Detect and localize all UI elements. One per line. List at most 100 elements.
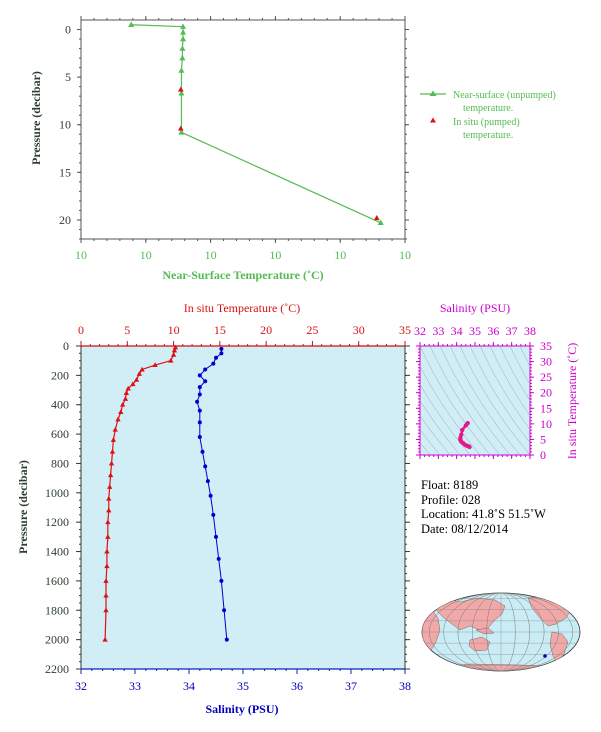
temperature-profile-point [103, 578, 109, 583]
ts-density-contours [420, 346, 530, 455]
temperature-profile-point [107, 472, 114, 478]
near-surface-series [128, 21, 384, 226]
ts-density-contour [420, 442, 431, 455]
near-surface-xlabel: Near-Surface Temperature (˚C) [162, 268, 323, 282]
ts-temperature-tick-label: 35 [540, 339, 552, 353]
temperature-tick-label: 35 [399, 323, 411, 337]
temperature-profile-point [152, 362, 158, 368]
top-ytick-label: 10 [59, 118, 71, 132]
near-surface-line [131, 24, 381, 224]
temperature-profile-point [102, 636, 108, 642]
ts-density-contour [519, 346, 530, 367]
legend-line-label-2: temperature. [463, 103, 513, 114]
ts-density-contour [449, 346, 521, 455]
ts-density-contour [420, 415, 451, 455]
temperature-profile-point [136, 371, 142, 376]
ts-density-contour [459, 346, 530, 455]
near-surface-point [178, 90, 185, 96]
temperature-profile-point [104, 563, 110, 569]
salinity-profile-point [197, 385, 202, 390]
salinity-tick-label: 37 [345, 679, 357, 693]
legend-triangle-green [429, 90, 437, 96]
temperature-profile-point [110, 437, 117, 442]
temperature-profile-point [172, 344, 179, 350]
ts-salinity-tick-label: 38 [524, 324, 536, 338]
legend-line-label: Near-surface (unpumped) [453, 90, 556, 101]
ts-density-contour [420, 346, 491, 455]
near-surface-point [180, 29, 187, 35]
salinity-profile-point [195, 399, 200, 404]
ts-temperature-tick-label: 20 [540, 386, 552, 400]
top-xtick-label: 10 [334, 248, 346, 262]
float-info: Float: 8189 Profile: 028 Location: 41.8˚… [421, 478, 546, 536]
temperature-tick-label: 5 [124, 323, 130, 337]
top-ytick-label: 0 [65, 23, 71, 37]
near-surface-point [180, 23, 187, 29]
ts-temperature-tick-label: 30 [540, 355, 552, 369]
in-situ-point [373, 215, 380, 221]
near-surface-point [179, 45, 186, 51]
pressure-tick-label: 600 [51, 427, 69, 441]
ts-density-contour [420, 365, 481, 455]
temperature-profile-point [139, 366, 145, 372]
profile-chart: 0200400600800100012001400160018002000220… [16, 301, 411, 716]
near-surface-plot-frame [80, 19, 406, 240]
pressure-tick-label: 1600 [45, 574, 69, 588]
temperature-tick-label: 25 [306, 323, 318, 337]
salinity-profile-point [205, 479, 210, 484]
near-surface-point [377, 219, 384, 226]
top-ytick-label: 15 [59, 165, 71, 179]
temperature-profile-point [107, 484, 113, 489]
temperature-profile-point [105, 534, 111, 539]
ts-density-contour [420, 429, 441, 455]
top-xtick-label: 10 [75, 248, 87, 262]
salinity-profile-point [197, 408, 202, 413]
ts-temperature-tick-label: 15 [540, 401, 552, 415]
ts-salinity-tick-label: 32 [414, 324, 426, 338]
profile-plot-background [81, 346, 405, 669]
salinity-profile-point [219, 578, 224, 583]
temperature-profile-point [109, 448, 116, 454]
ts-points [458, 421, 472, 450]
ts-point [467, 444, 472, 450]
salinity-profile-point [224, 637, 229, 642]
top-xtick-label: 10 [140, 248, 152, 262]
pressure-tick-label: 1400 [45, 545, 69, 559]
temperature-profile-point [108, 460, 115, 466]
profile-series [102, 344, 229, 642]
ts-density-contour [439, 346, 511, 455]
temperature-profile-point [118, 409, 124, 415]
temperature-profile-point [103, 592, 109, 598]
temperature-profile-point [119, 401, 126, 407]
profile-number: Profile: 028 [421, 492, 481, 507]
temperature-tick-label: 15 [214, 323, 226, 337]
temperature-profile-point [106, 495, 112, 501]
ts-salinity-tick-label: 35 [469, 324, 481, 338]
float-location: Location: 41.8˚S 51.5˚W [421, 507, 546, 521]
ts-temperature-tick-label: 5 [540, 432, 546, 446]
temperature-profile-point [104, 548, 110, 554]
legend-point-label-2: temperature. [463, 130, 513, 141]
pressure-tick-label: 1200 [45, 515, 69, 529]
profile-ylabel: Pressure (decibar) [16, 460, 30, 554]
float-location-marker [543, 654, 547, 658]
ts-density-contour [479, 346, 530, 431]
salinity-tick-label: 38 [399, 679, 411, 693]
map-meridian [429, 592, 573, 672]
ts-temperature-tick-label: 10 [540, 417, 552, 431]
temperature-profile-point [105, 519, 111, 525]
ts-temperature-tick-label: 0 [540, 448, 546, 462]
temperature-profile-point [130, 381, 136, 387]
temperature-axis-label: In situ Temperature (˚C) [184, 301, 301, 315]
map-graticule [422, 592, 580, 672]
temperature-profile-point [168, 357, 174, 363]
salinity-profile-point [214, 355, 218, 360]
map-land-indonesia [475, 627, 495, 635]
salinity-profile-point [203, 367, 208, 372]
salinity-profile-point [222, 608, 227, 613]
temperature-profile-point [115, 416, 121, 422]
salinity-profile-point [219, 351, 224, 356]
profile-date: Date: 08/12/2014 [421, 521, 509, 536]
